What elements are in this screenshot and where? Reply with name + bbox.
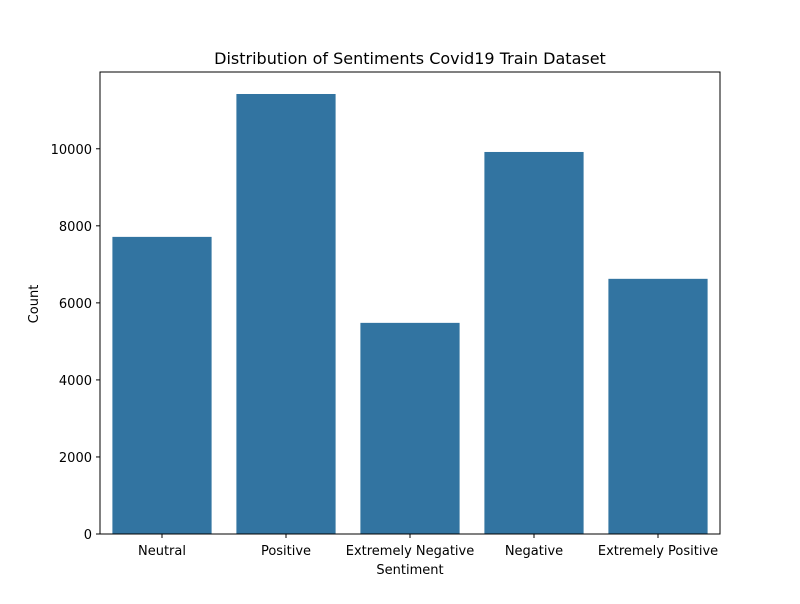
y-axis-ticks: 0 2000 4000 6000 8000 10000 — [51, 143, 100, 543]
bar-extremely-positive — [608, 278, 708, 534]
y-tick-label: 8000 — [59, 220, 92, 235]
y-tick-label: 2000 — [59, 451, 92, 466]
bar-positive — [236, 93, 336, 534]
chart-title: Distribution of Sentiments Covid19 Train… — [214, 49, 606, 68]
x-tick-label: Negative — [505, 544, 563, 559]
x-axis-label: Sentiment — [376, 563, 443, 578]
x-tick-label: Neutral — [138, 544, 186, 559]
y-tick-label: 0 — [84, 528, 92, 543]
y-tick-label: 4000 — [59, 374, 92, 389]
y-tick-label: 10000 — [51, 143, 92, 158]
bar-negative — [484, 151, 584, 534]
x-tick-label: Positive — [261, 544, 311, 559]
x-axis-ticks: Neutral Positive Extremely Negative Negativ… — [138, 534, 718, 559]
bars-layer — [112, 93, 708, 535]
x-tick-label: Extremely Negative — [346, 544, 475, 559]
x-tick-label: Extremely Positive — [598, 544, 718, 559]
bar-neutral — [112, 236, 212, 535]
plot-frame — [99, 71, 721, 535]
y-axis-label: Count — [27, 285, 42, 324]
y-tick-label: 6000 — [59, 297, 92, 312]
bar-extremely-negative — [360, 322, 460, 534]
